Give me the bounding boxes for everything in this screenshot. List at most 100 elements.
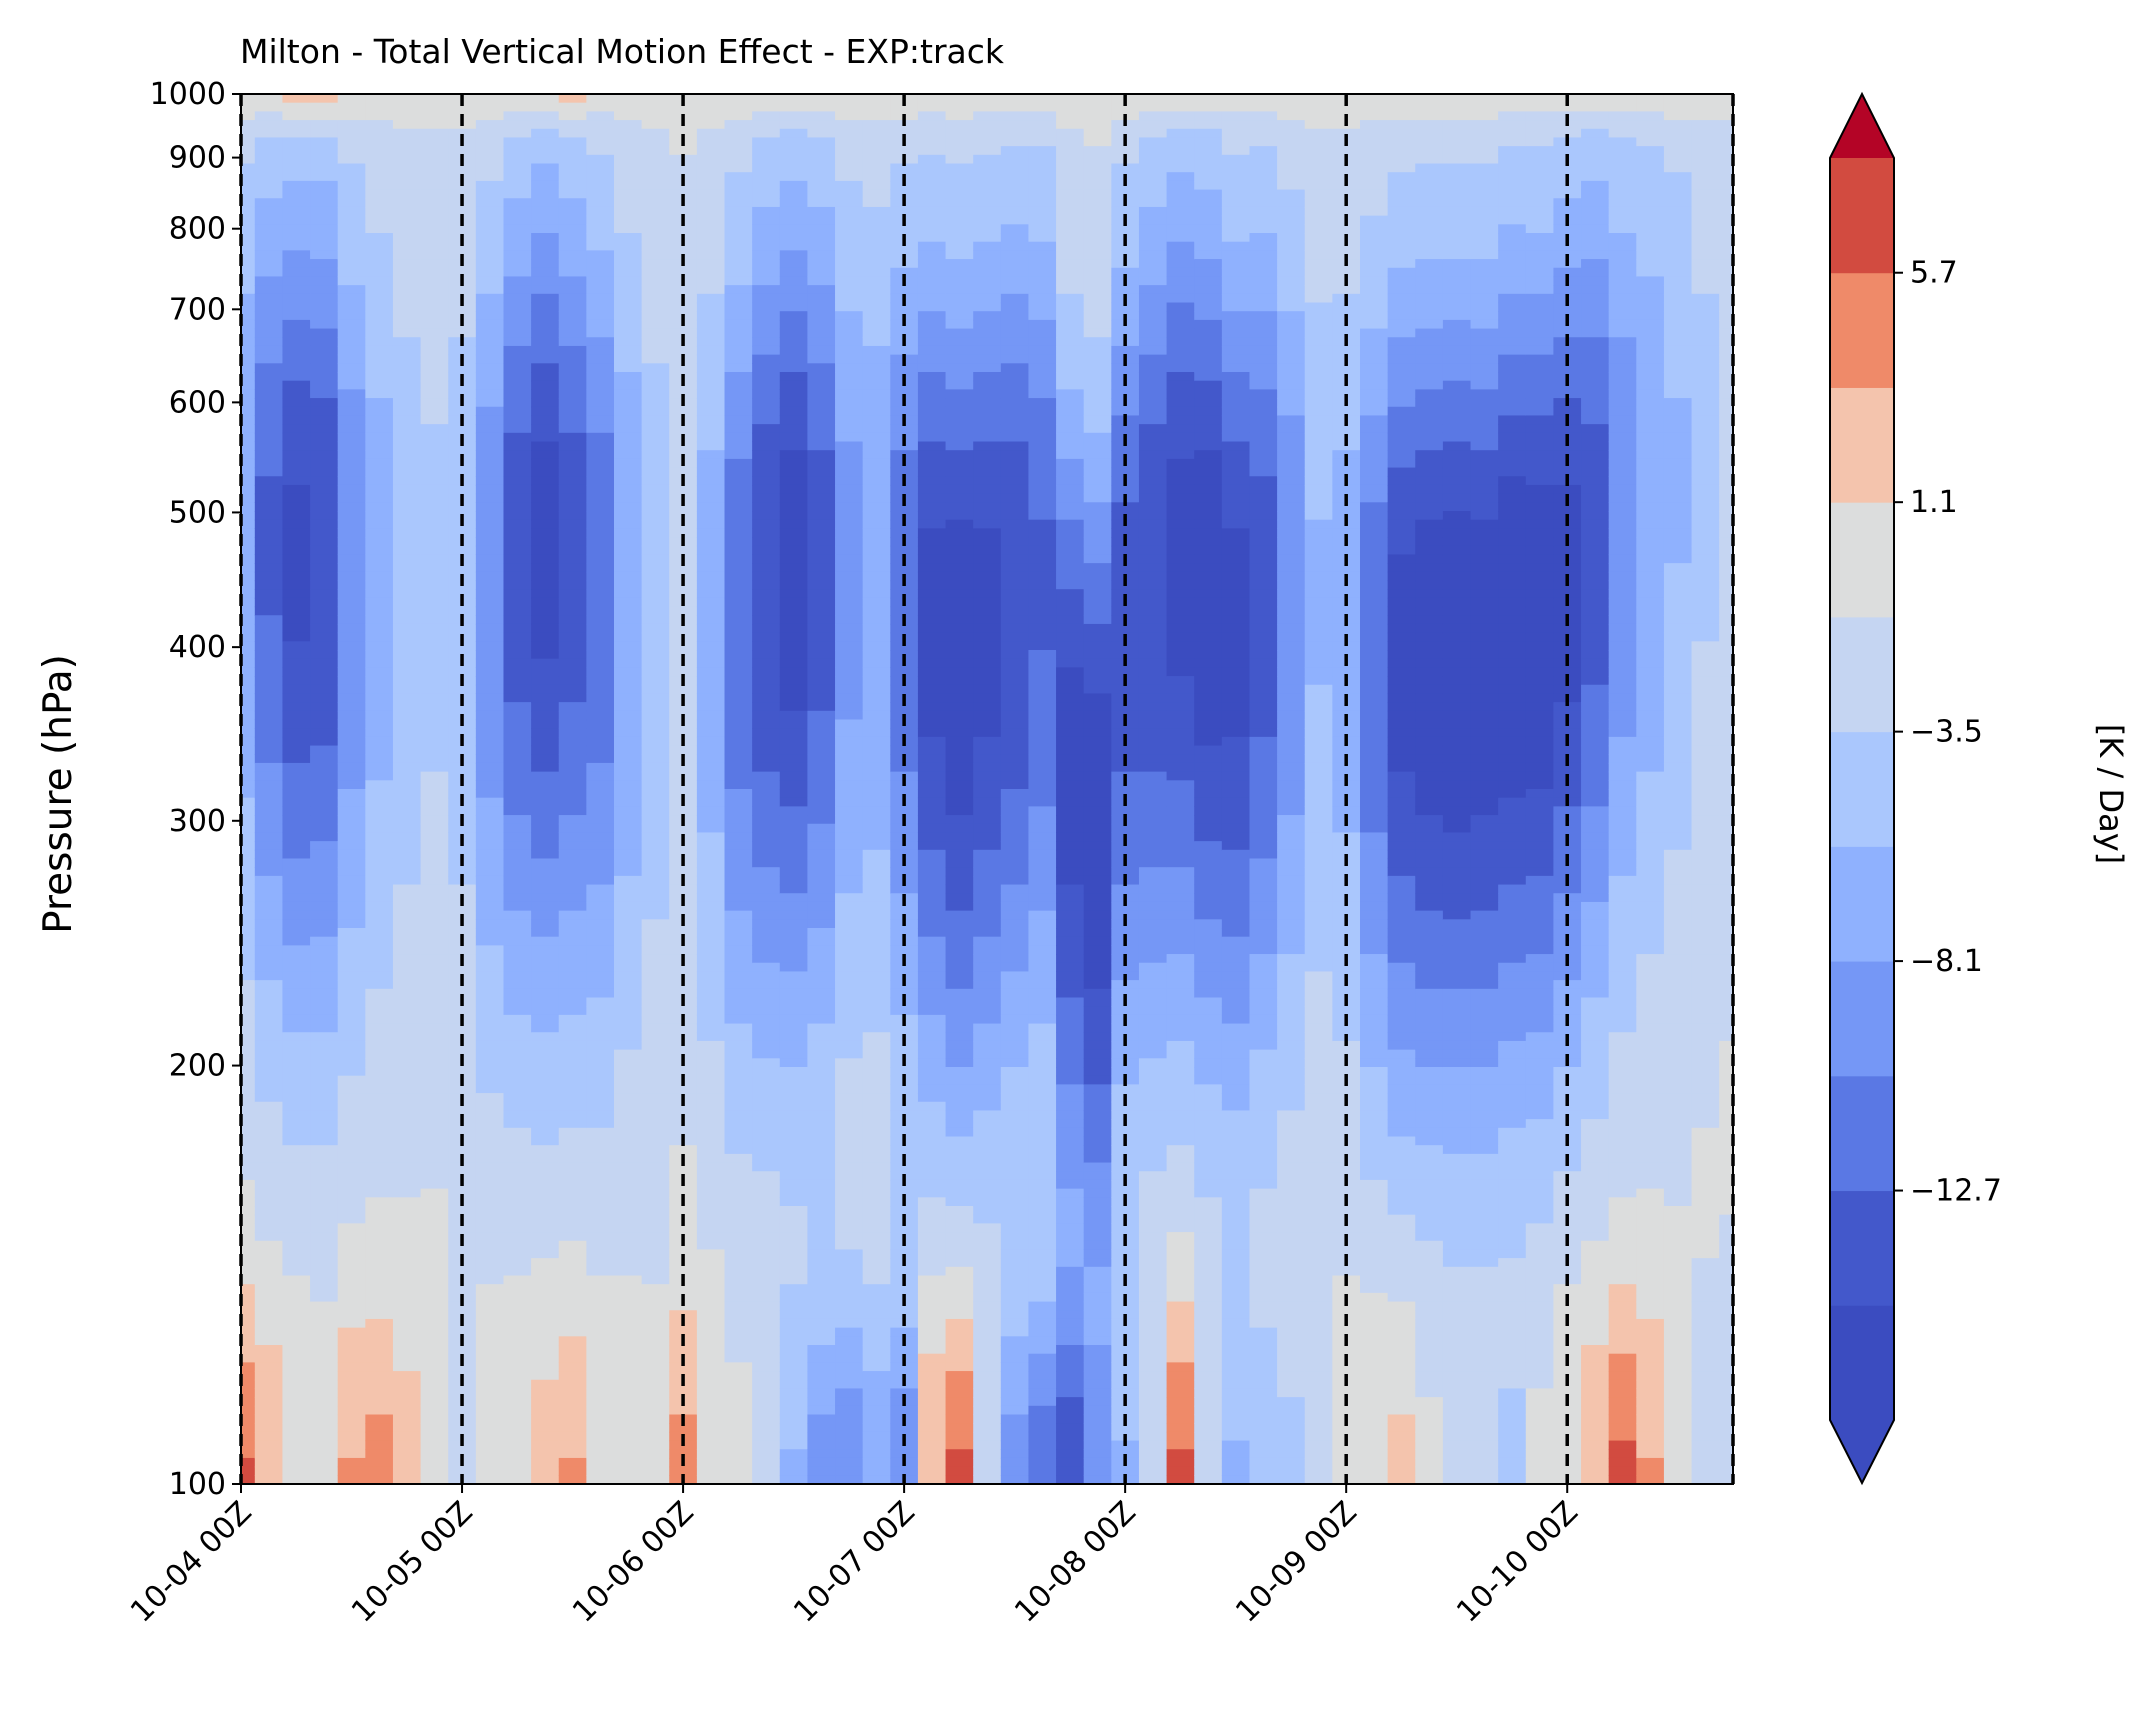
contour-cell — [254, 493, 284, 503]
contour-cell — [917, 537, 947, 547]
contour-cell — [945, 511, 974, 521]
contour-cell — [310, 1249, 339, 1259]
contour-cell — [752, 893, 781, 903]
contour-cell — [254, 893, 284, 903]
contour-cell — [420, 1171, 449, 1181]
contour-cell — [282, 1405, 311, 1416]
contour-cell — [586, 867, 615, 877]
contour-cell — [779, 537, 809, 547]
contour-cell — [641, 224, 670, 234]
contour-cell — [724, 1258, 753, 1268]
contour-cell — [586, 893, 615, 903]
contour-cell — [614, 337, 643, 347]
contour-cell — [1056, 1023, 1085, 1033]
contour-cell — [973, 615, 1002, 625]
contour-cell — [282, 676, 311, 686]
contour-cell — [1000, 658, 1030, 668]
contour-cell — [614, 380, 643, 390]
contour-cell — [1056, 302, 1085, 312]
contour-cell — [531, 1032, 560, 1042]
contour-cell — [420, 241, 449, 251]
contour-cell — [558, 867, 587, 877]
contour-cell — [724, 441, 753, 451]
contour-cell — [282, 1006, 311, 1016]
contour-cell — [1056, 1110, 1085, 1120]
contour-cell — [392, 198, 422, 208]
contour-cell — [365, 189, 394, 199]
contour-cell — [862, 154, 891, 165]
contour-cell — [807, 432, 836, 443]
contour-cell — [392, 120, 422, 130]
contour-cell — [586, 728, 615, 738]
contour-cell — [1028, 1423, 1057, 1433]
contour-cell — [365, 945, 394, 955]
contour-cell — [503, 163, 532, 173]
contour-cell — [503, 406, 532, 417]
contour-cell — [1028, 597, 1057, 608]
contour-cell — [558, 1475, 587, 1485]
contour-cell — [917, 1431, 947, 1442]
contour-cell — [807, 954, 836, 964]
contour-cell — [531, 1284, 560, 1294]
contour-cell — [1028, 849, 1057, 860]
contour-cell — [282, 406, 311, 417]
contour-cell — [1056, 198, 1085, 208]
contour-cell — [696, 1405, 726, 1416]
contour-cell — [241, 328, 256, 338]
contour-cell — [835, 476, 864, 486]
contour-cell — [310, 1345, 339, 1355]
contour-cell — [392, 606, 422, 616]
contour-cell — [254, 954, 284, 964]
contour-cell — [365, 398, 394, 408]
contour-cell — [807, 780, 836, 790]
contour-cell — [475, 1032, 505, 1042]
contour-cell — [365, 380, 394, 390]
contour-cell — [558, 719, 587, 729]
contour-cell — [807, 702, 836, 712]
contour-cell — [917, 285, 947, 295]
contour-cell — [945, 1188, 974, 1198]
contour-cell — [917, 1379, 947, 1390]
contour-cell — [282, 658, 311, 668]
contour-cell — [1056, 363, 1085, 373]
contour-cell — [1000, 1371, 1030, 1381]
contour-cell — [835, 215, 864, 225]
contour-cell — [420, 354, 449, 364]
contour-cell — [835, 293, 864, 304]
contour-cell — [254, 172, 284, 182]
contour-cell — [724, 719, 753, 729]
contour-cell — [282, 94, 311, 104]
contour-cell — [945, 702, 974, 712]
contour-cell — [503, 1284, 532, 1294]
contour-cell — [282, 606, 311, 616]
contour-cell — [282, 1258, 311, 1268]
contour-cell — [917, 910, 947, 920]
contour-cell — [862, 806, 891, 816]
contour-cell — [475, 589, 505, 599]
contour-cell — [1083, 163, 1112, 173]
contour-cell — [917, 189, 947, 199]
contour-cell — [503, 1197, 532, 1207]
contour-cell — [779, 363, 809, 373]
contour-cell — [1028, 198, 1057, 208]
contour-cell — [614, 893, 643, 903]
contour-cell — [669, 563, 698, 573]
contour-cell — [724, 372, 753, 382]
contour-cell — [392, 597, 422, 608]
contour-cell — [917, 954, 947, 964]
contour-cell — [365, 875, 394, 886]
contour-cell — [392, 980, 422, 990]
contour-cell — [890, 988, 919, 999]
contour-cell — [531, 398, 560, 408]
contour-cell — [503, 1049, 532, 1059]
contour-cell — [1000, 858, 1030, 868]
contour-cell — [641, 1023, 670, 1033]
contour-cell — [641, 606, 670, 616]
contour-cell — [1056, 424, 1085, 434]
contour-cell — [310, 1258, 339, 1268]
contour-cell — [862, 224, 891, 234]
contour-cell — [337, 597, 366, 608]
contour-cell — [475, 1466, 505, 1476]
contour-cell — [641, 1093, 670, 1103]
contour-cell — [945, 1414, 974, 1424]
